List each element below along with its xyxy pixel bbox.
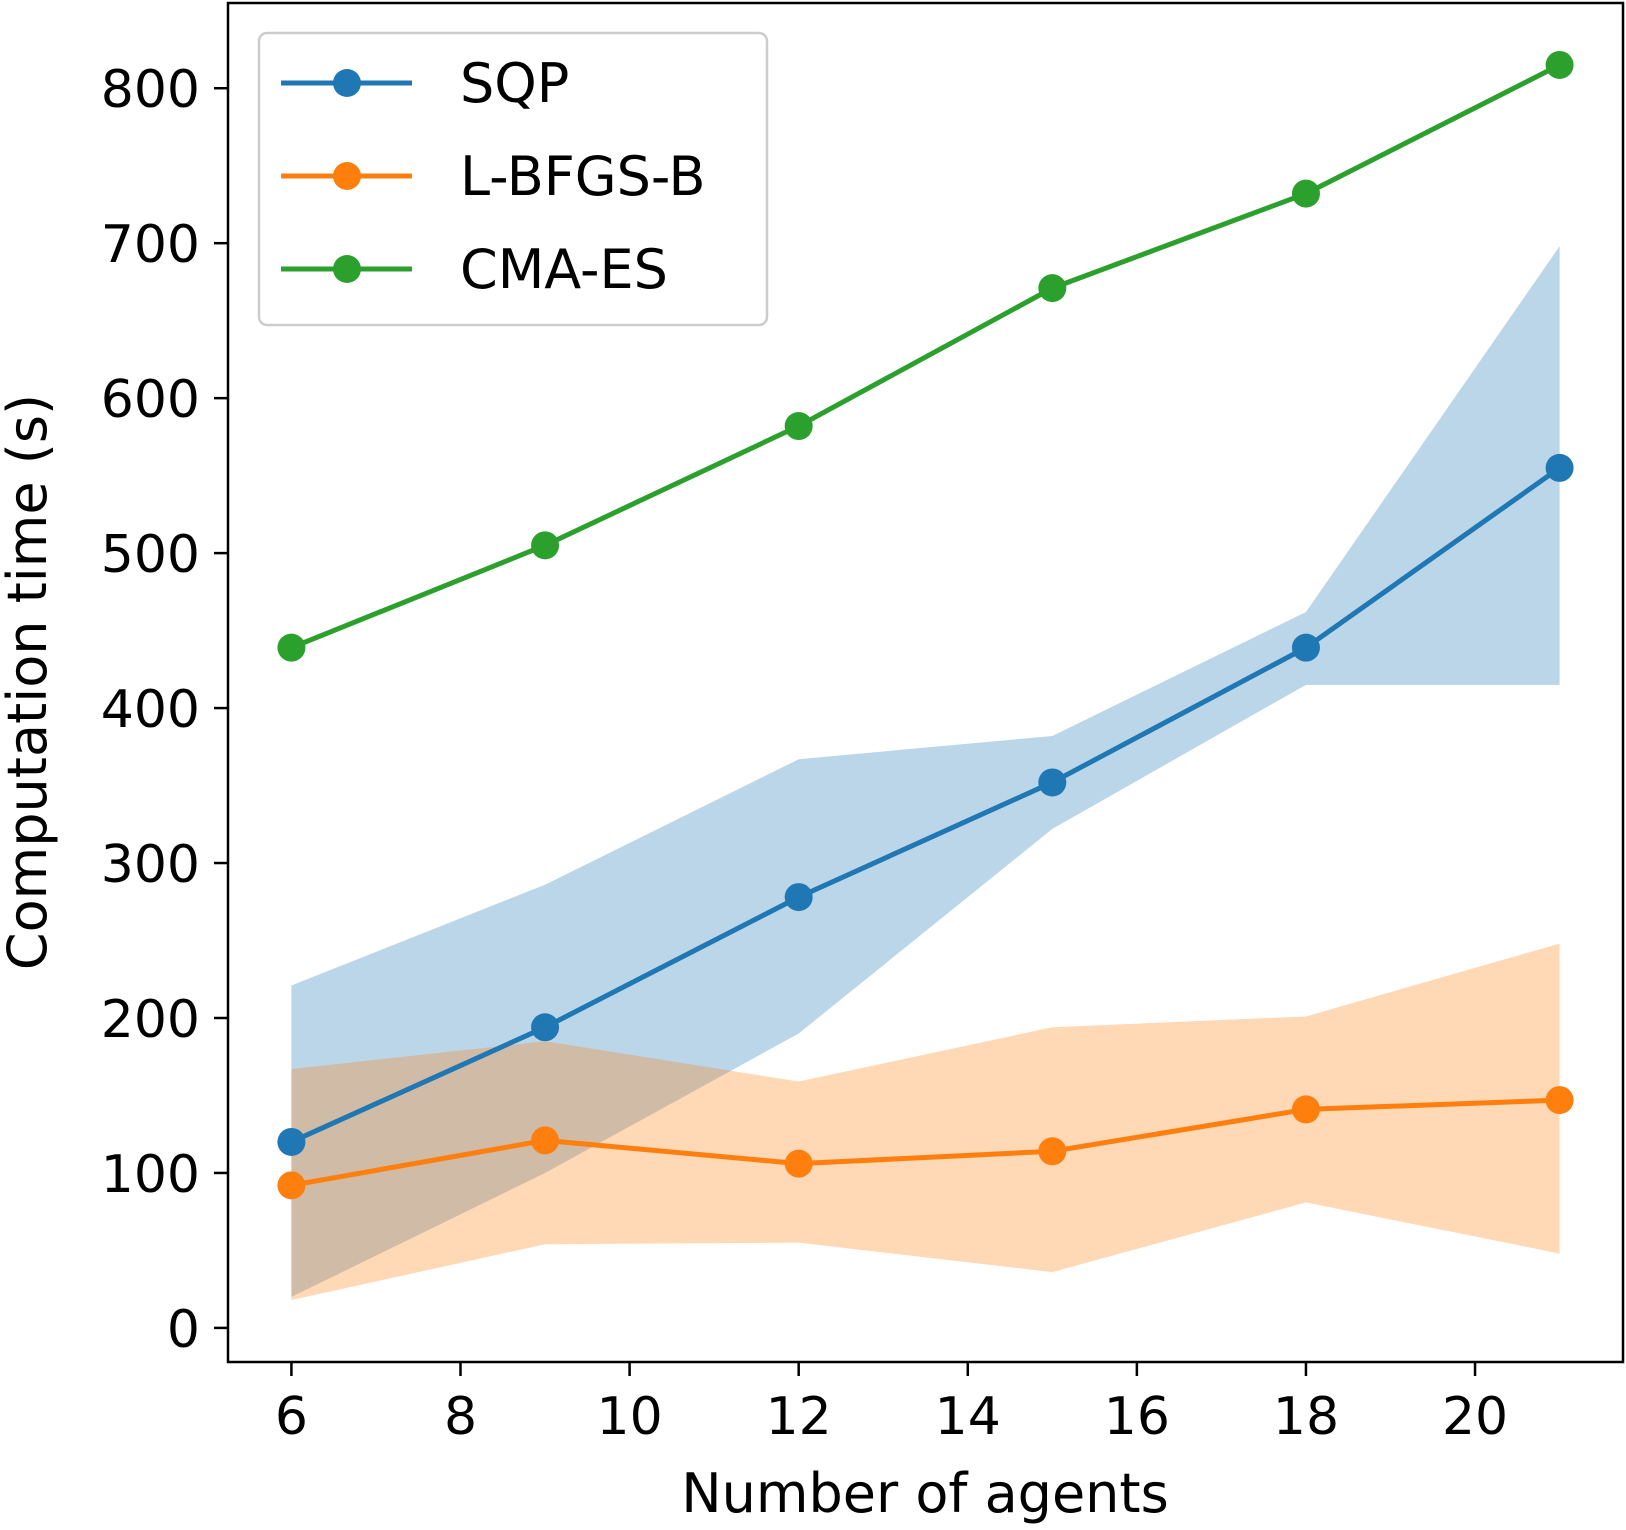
y-tick-label-700: 700 <box>101 215 200 275</box>
band-sqp <box>291 246 1560 1297</box>
x-tick-label-20: 20 <box>1442 1387 1508 1447</box>
x-axis-ticks: 6 8 10 12 14 16 18 20 <box>275 1362 1508 1447</box>
x-tick-label-16: 16 <box>1104 1387 1170 1447</box>
point-cma-es-12 <box>784 412 813 441</box>
legend: SQP L-BFGS-B CMA-ES <box>257 31 769 327</box>
y-tick-label-200: 200 <box>101 990 200 1050</box>
point-l-bfgs-b-6 <box>277 1171 306 1200</box>
point-l-bfgs-b-18 <box>1291 1095 1320 1124</box>
point-sqp-9 <box>531 1013 560 1042</box>
y-tick-label-800: 800 <box>101 60 200 120</box>
point-sqp-15 <box>1038 768 1067 797</box>
series-points <box>277 50 1574 1200</box>
y-axis-label: Computation time (s) <box>0 394 59 970</box>
x-tick-label-14: 14 <box>935 1387 1001 1447</box>
legend-marker-l-bfgs-b <box>333 162 361 190</box>
point-l-bfgs-b-12 <box>784 1149 813 1178</box>
legend-label-cma-es: CMA-ES <box>460 238 668 301</box>
line-l-bfgs-b <box>290 1097 1560 1188</box>
plot-frame <box>226 1 1625 1364</box>
legend-frame <box>257 31 769 327</box>
legend-item-sqp: SQP <box>281 52 569 115</box>
point-l-bfgs-b-9 <box>531 1126 560 1155</box>
point-cma-es-9 <box>531 531 560 560</box>
confidence-bands <box>291 64 1560 1301</box>
y-tick-label-400: 400 <box>101 680 200 740</box>
x-axis-label: Number of agents <box>681 1462 1168 1525</box>
point-cma-es-15 <box>1038 274 1067 303</box>
band-l-bfgs-b <box>291 943 1560 1301</box>
y-tick-label-500: 500 <box>101 525 200 585</box>
legend-marker-sqp <box>333 69 361 97</box>
point-cma-es-21 <box>1545 50 1574 79</box>
y-tick-label-600: 600 <box>101 370 200 430</box>
legend-item-l-bfgs-b: L-BFGS-B <box>281 145 706 208</box>
line-sqp <box>290 465 1562 1145</box>
legend-label-sqp: SQP <box>460 52 569 115</box>
legend-item-cma-es: CMA-ES <box>281 238 668 301</box>
x-tick-label-18: 18 <box>1273 1387 1339 1447</box>
point-cma-es-6 <box>277 633 306 662</box>
point-sqp-12 <box>784 883 813 912</box>
y-tick-label-300: 300 <box>101 835 200 895</box>
y-axis-ticks: 0 100 200 300 400 500 600 700 800 <box>101 60 228 1360</box>
y-tick-label-100: 100 <box>101 1145 200 1205</box>
point-sqp-18 <box>1291 633 1320 662</box>
point-sqp-21 <box>1545 453 1574 482</box>
x-tick-label-8: 8 <box>444 1387 477 1447</box>
line-cma-es <box>290 62 1561 650</box>
point-l-bfgs-b-15 <box>1038 1137 1067 1166</box>
series-lines <box>290 62 1562 1188</box>
point-sqp-6 <box>277 1127 306 1156</box>
legend-marker-cma-es <box>333 255 361 283</box>
point-cma-es-18 <box>1291 179 1320 208</box>
x-tick-label-6: 6 <box>275 1387 308 1447</box>
y-tick-label-0: 0 <box>167 1300 200 1360</box>
point-l-bfgs-b-21 <box>1545 1086 1574 1115</box>
x-tick-label-10: 10 <box>597 1387 663 1447</box>
x-tick-label-12: 12 <box>766 1387 832 1447</box>
legend-label-l-bfgs-b: L-BFGS-B <box>460 145 706 208</box>
